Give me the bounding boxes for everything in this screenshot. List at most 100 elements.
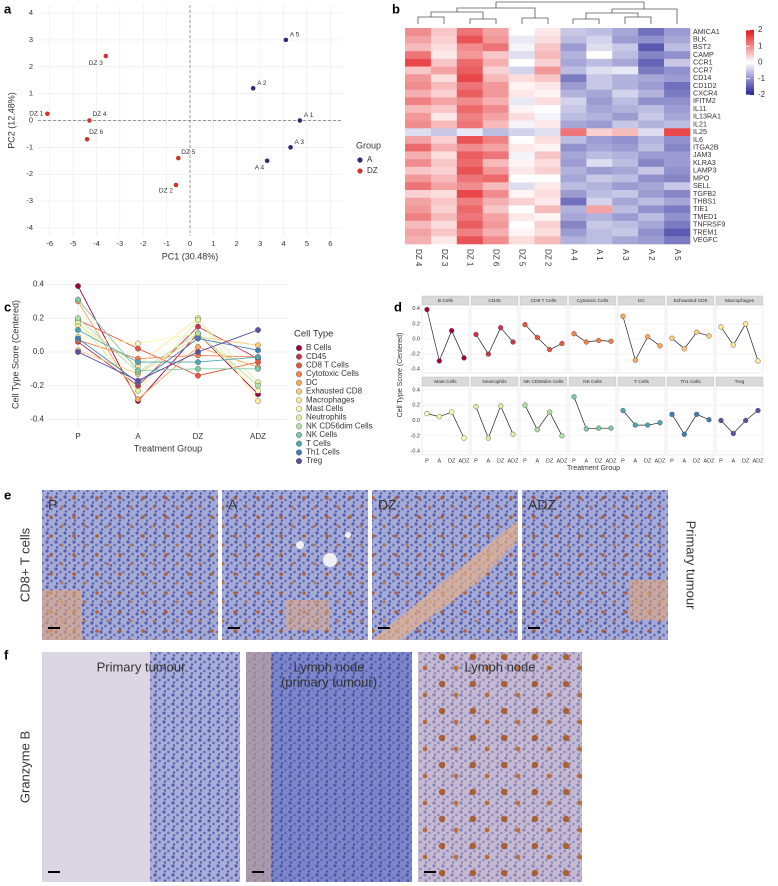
y-tick-label: 0.2 bbox=[412, 321, 420, 327]
heatmap-cell bbox=[534, 35, 561, 44]
legend-title: Cell Type bbox=[294, 329, 333, 340]
x-tick-label: P bbox=[621, 458, 625, 464]
heatmap-cell bbox=[560, 174, 587, 183]
heatmap-cell bbox=[664, 89, 691, 98]
heatmap-cell bbox=[586, 66, 613, 75]
heatmap-cell bbox=[664, 213, 691, 222]
heatmap-cell bbox=[612, 120, 639, 129]
heatmap-cell bbox=[586, 136, 613, 145]
series-line bbox=[475, 405, 514, 440]
y-tick-label: 0 bbox=[29, 115, 33, 124]
heatmap-cell bbox=[586, 166, 613, 175]
point bbox=[571, 331, 577, 337]
heatmap-cell bbox=[664, 58, 691, 67]
heatmap-cell bbox=[482, 228, 509, 237]
point bbox=[87, 118, 92, 123]
x-tick-label: ADZ bbox=[753, 458, 765, 464]
point bbox=[84, 137, 90, 142]
legend-label: Th1 Cells bbox=[306, 448, 340, 457]
heatmap-cell bbox=[482, 66, 509, 75]
heatmap-cell bbox=[612, 182, 639, 191]
heatmap-cell bbox=[586, 120, 613, 129]
x-tick-label: P bbox=[523, 458, 527, 464]
x-tick-label: ADZ bbox=[606, 458, 618, 464]
heatmap-cell bbox=[664, 136, 691, 145]
heatmap-cell bbox=[560, 28, 587, 37]
legend-swatch bbox=[296, 449, 303, 456]
legend-swatch bbox=[296, 362, 303, 369]
heatmap-cell bbox=[534, 105, 561, 114]
heatmap-cell bbox=[664, 220, 691, 229]
heatmap-cell bbox=[534, 128, 561, 137]
point bbox=[694, 411, 700, 417]
heatmap-cell bbox=[638, 66, 665, 75]
heatmap-cell bbox=[456, 89, 484, 98]
x-tick-label: 4 bbox=[281, 239, 285, 248]
point bbox=[620, 407, 626, 414]
point bbox=[255, 398, 261, 404]
heatmap-cell bbox=[430, 213, 458, 222]
point bbox=[608, 425, 614, 431]
x-tick-label: P bbox=[425, 458, 429, 464]
heatmap-cell bbox=[405, 190, 432, 199]
panel-label: d bbox=[394, 299, 402, 314]
heatmap-cell bbox=[405, 82, 432, 91]
heatmap-cell bbox=[508, 66, 535, 75]
column-label: A 2 bbox=[647, 249, 656, 261]
y-tick-label: -0.2 bbox=[411, 433, 420, 439]
heatmap-cell bbox=[638, 213, 665, 222]
heatmap-cell bbox=[534, 28, 561, 37]
facet-strip bbox=[666, 295, 715, 306]
heatmap-cell bbox=[612, 74, 639, 83]
heatmap-cell bbox=[405, 112, 432, 121]
heatmap-cell bbox=[456, 35, 484, 44]
point bbox=[657, 343, 663, 349]
heatmap-cell bbox=[482, 166, 509, 175]
heatmap-cell bbox=[586, 35, 613, 44]
x-tick-label: A bbox=[584, 458, 588, 464]
series-line bbox=[622, 410, 661, 426]
point bbox=[424, 306, 430, 313]
point bbox=[135, 396, 141, 403]
heatmap-cell bbox=[664, 197, 691, 206]
heatmap-cell bbox=[534, 236, 561, 245]
point bbox=[173, 182, 179, 188]
point bbox=[176, 155, 181, 161]
point-label: A 5 bbox=[290, 32, 300, 39]
facet-strip bbox=[519, 376, 568, 387]
heatmap-cell bbox=[456, 74, 484, 83]
point bbox=[135, 367, 141, 374]
heatmap-cell bbox=[612, 190, 639, 199]
x-tick-label: ADZ bbox=[655, 458, 667, 464]
series-line bbox=[573, 333, 612, 343]
point bbox=[522, 322, 528, 328]
heatmap-cell bbox=[508, 213, 535, 222]
row-label: IL13RA1 bbox=[693, 112, 721, 121]
heatmap-cell bbox=[456, 159, 484, 168]
heatmap-cell bbox=[456, 174, 484, 183]
heatmap-cell bbox=[405, 43, 432, 52]
point bbox=[706, 333, 712, 339]
x-tick-label: ADZ bbox=[250, 432, 266, 441]
heatmap-cell bbox=[508, 51, 535, 60]
point bbox=[632, 357, 638, 363]
point bbox=[255, 387, 261, 394]
heatmap-cell bbox=[664, 228, 691, 237]
x-tick-label: -6 bbox=[46, 239, 53, 248]
heatmap-cell bbox=[405, 74, 432, 83]
heatmap-cell bbox=[482, 120, 509, 129]
heatmap-cell bbox=[560, 43, 587, 52]
heatmap-cell bbox=[534, 213, 561, 222]
point bbox=[103, 53, 109, 59]
y-tick-label: 0.0 bbox=[412, 418, 420, 424]
heatmap-cell bbox=[456, 128, 484, 137]
image-label: P bbox=[48, 497, 57, 513]
legend-swatch bbox=[296, 371, 303, 378]
x-tick-label: ADZ bbox=[459, 458, 471, 464]
point bbox=[461, 355, 467, 361]
heatmap-cell bbox=[430, 28, 458, 37]
panel-label: b bbox=[392, 1, 400, 16]
colorbar-label: -2 bbox=[758, 90, 766, 99]
point bbox=[755, 358, 761, 364]
